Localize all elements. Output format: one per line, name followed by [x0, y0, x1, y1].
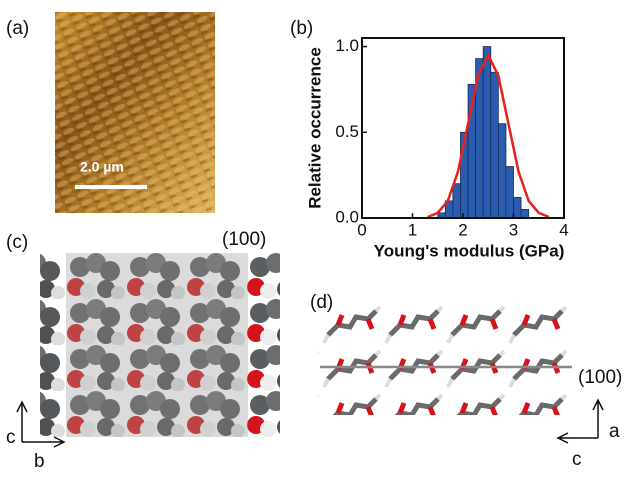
y-tick-label: 0.5 [335, 122, 359, 141]
x-axis-label: Young's modulus (GPa) [374, 241, 565, 260]
y-axis-label: Relative occurrence [305, 47, 324, 209]
x-tick-label: 2 [458, 220, 467, 239]
bar [521, 209, 529, 218]
figure: (a) 2.0 µm (b) 012340.00.51.0Young's mod… [0, 0, 632, 472]
axis-label: c [6, 427, 16, 448]
bar [514, 197, 522, 218]
x-tick-label: 1 [408, 220, 417, 239]
panel-label: (a) [6, 18, 29, 39]
bar [498, 124, 506, 218]
bar [506, 167, 514, 218]
plane-label: (100) [578, 367, 622, 388]
axis-label: b [34, 451, 45, 472]
bar [453, 184, 461, 218]
y-tick-label: 0.0 [335, 207, 359, 226]
bar [483, 47, 491, 218]
x-tick-label: 4 [559, 220, 568, 239]
bar [491, 72, 499, 218]
plane-label: (100) [222, 229, 266, 250]
afm-texture [55, 12, 215, 213]
axis-label: a [609, 421, 620, 442]
panel-label: (b) [290, 18, 313, 39]
molecule-sticks [318, 305, 568, 415]
y-tick-label: 1.0 [335, 36, 359, 55]
x-tick-label: 3 [509, 220, 518, 239]
axis-label: c [572, 449, 582, 470]
scale-bar-label: 2.0 µm [80, 159, 124, 175]
unit-cell [66, 253, 248, 437]
panel-label: (c) [6, 232, 28, 253]
